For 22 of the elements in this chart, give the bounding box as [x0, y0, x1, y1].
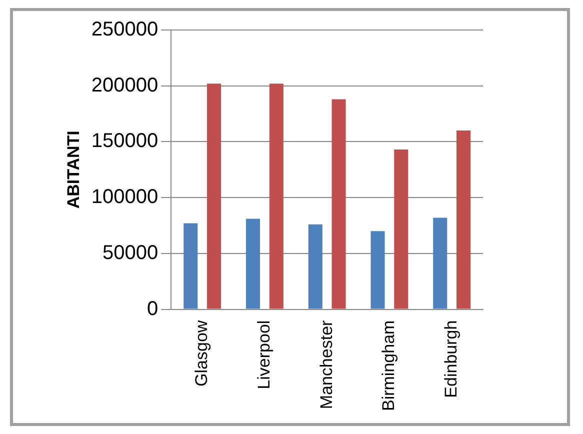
bar	[308, 224, 322, 309]
x-tick-label: Edinburgh	[442, 320, 460, 398]
bar	[207, 84, 222, 309]
x-tick-label: Liverpool	[254, 320, 274, 390]
y-tick-label: 50000	[102, 242, 158, 264]
y-tick-label: 100000	[91, 186, 158, 208]
bar	[269, 84, 284, 309]
x-tick-label: Glasgow	[192, 320, 212, 386]
y-tick-label: 250000	[91, 18, 158, 41]
bar	[370, 231, 385, 309]
y-tick-label: 150000	[91, 130, 158, 152]
bar	[394, 150, 408, 309]
x-tick-label: Manchester	[316, 320, 336, 410]
bar	[433, 218, 448, 309]
y-axis-title: ABITANTI	[64, 130, 83, 209]
bar	[456, 130, 471, 309]
x-tick-label: Birmingham	[379, 320, 398, 412]
bar	[246, 218, 260, 309]
y-tick-label: 200000	[91, 74, 158, 96]
bar	[184, 223, 198, 309]
y-tick-label: 0	[147, 298, 158, 320]
bar	[332, 99, 346, 309]
